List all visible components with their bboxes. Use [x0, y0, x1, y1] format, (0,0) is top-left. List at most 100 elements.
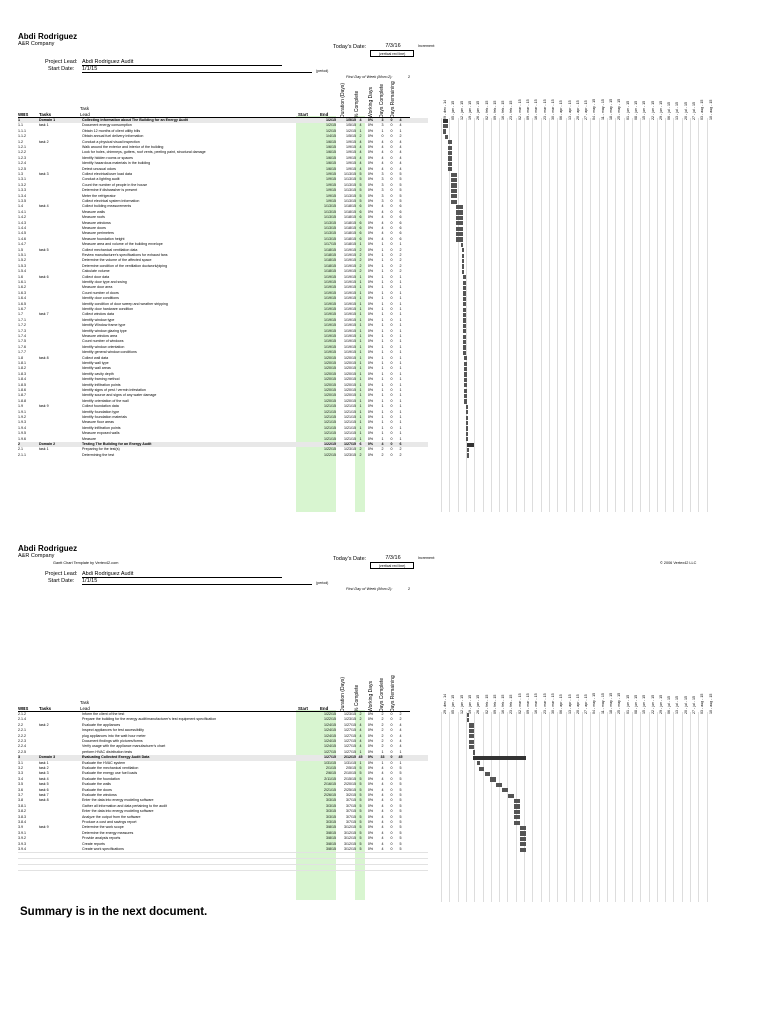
domain-row[interactable]: 2 Domain 2 Testing The Building for an Ene…	[18, 442, 428, 448]
task-row[interactable]: 1.8.8 Identify orientation of the wall 1/2…	[18, 399, 428, 404]
task-row[interactable]: 1.8.7 Identify source and signs of any wa…	[18, 393, 428, 398]
task-row[interactable]: 1.6.1 Identify door type and swing 1/19/15…	[18, 280, 428, 285]
task-row[interactable]: 1.8.4 Identify framing method 1/20/15 1/20/…	[18, 377, 428, 382]
task-row[interactable]: 1.5 task 5 Collect mechanical ventilation …	[18, 248, 428, 253]
task-row[interactable]: 3.1 task 1 Evaluate the HVAC system 1/31/15…	[18, 761, 428, 766]
task-row[interactable]: 1.9.2 Identify foundation materials 1/21/1…	[18, 415, 428, 420]
task-row[interactable]: 1.5.4 Calculate volume 1/18/15 1/19/15 2 0% 1 0…	[18, 269, 428, 274]
percent-cell: 0%	[367, 712, 374, 716]
task-row[interactable]: 3.9.2 Provide analysis reports 3/8/15 3/12/…	[18, 836, 428, 841]
task-row[interactable]: 1.7.4 Measure window area 1/19/15 1/19/15 1 0…	[18, 334, 428, 339]
task-row[interactable]: 3.4 task 4 Evaluate the foundation 2/11/15 2…	[18, 777, 428, 782]
domain-row[interactable]: 1 Domain 1 Collecting information about Th…	[18, 118, 428, 124]
task-row[interactable]: 1.4.6 Measure foundation height 1/13/15 1/1…	[18, 237, 428, 242]
task-row[interactable]: 3.9 task 9 Determine the work scope 3/8/15 3…	[18, 825, 428, 830]
task-row[interactable]: 1.2 task 2 Conduct a physical visual inspe…	[18, 140, 428, 145]
task-row[interactable]: 1.3.3 Determine if dishwasher is present 1…	[18, 188, 428, 193]
task-row[interactable]: 1.8.6 Identify signs of pest / vermin inf…	[18, 388, 428, 393]
percent-cell: 0%	[367, 382, 374, 387]
task-row[interactable]: 1.6 task 6 Collect door data 1/19/15 1/19/15…	[18, 275, 428, 280]
domain-row[interactable]: 3 Domain 3 Evaluating Collected Energy Aud…	[18, 755, 428, 761]
task-row[interactable]: 1.7.3 Identify window glazing type 1/19/15…	[18, 329, 428, 334]
task-row[interactable]: 1.5.2 Determine the volume of the affecte…	[18, 258, 428, 263]
task-row[interactable]: 3.8.3 Analyze the output from the softwar…	[18, 815, 428, 820]
task-row[interactable]: 1.2.5 Detect unusual odors 1/6/15 1/9/15 4 0%…	[18, 167, 428, 172]
task-row[interactable]: 1.5.3 Determine condition of the ventilat…	[18, 264, 428, 269]
task-row[interactable]: 1.7 task 7 Collect window data 1/19/15 1/19/…	[18, 312, 428, 317]
task-row[interactable]: 1.8.3 Identify cavity depth 1/20/15 1/20/15…	[18, 372, 428, 377]
task-row[interactable]: 2.1.2 Inform the client of the test 1/22/1…	[18, 712, 428, 717]
task-row[interactable]: 1.8 task 8 Collect wall data 1/20/15 1/20/15…	[18, 356, 428, 361]
task-row[interactable]: 1.3.4 Meter the refrigerator 1/9/15 1/13/15…	[18, 194, 428, 199]
task-row[interactable]: 1.3.1 Conduct a lighting audit 1/9/15 1/13/…	[18, 177, 428, 182]
task-row[interactable]: 1.9.1 Identify foundation type 1/21/15 1/21…	[18, 410, 428, 415]
task-row[interactable]: 1.4.5 Measure perimeters 1/13/15 1/18/15 6 0%…	[18, 231, 428, 236]
task-row[interactable]: 1.3 task 3 Collect electrical/user load da…	[18, 172, 428, 177]
task-row[interactable]: 2.2.2 plug appliances into the watt hour …	[18, 734, 428, 739]
task-row[interactable]: 3.8 task 8 Enter the data into energy mode…	[18, 798, 428, 803]
first-day-value-2[interactable]: 2	[408, 587, 411, 591]
task-row[interactable]: 1.3.2 Count the number of people in the h…	[18, 183, 428, 188]
task-row[interactable]: 1.6.2 Measure door area 1/19/15 1/19/15 1 0% 1…	[18, 285, 428, 290]
task-row[interactable]: 1.7.6 Identify window orientation 1/19/15 1…	[18, 345, 428, 350]
task-row[interactable]: 2.1.4 Prepare the building for the energy…	[18, 717, 428, 722]
task-row[interactable]: 1.4.4 Measure doors 1/13/15 1/18/15 6 0% 4 0 6	[18, 226, 428, 231]
task-row[interactable]: 1.2.4 Identify hazardous materials in the…	[18, 161, 428, 166]
task-row[interactable]: 3.9.1 Determine the energy measures 3/8/15…	[18, 831, 428, 836]
task-row[interactable]: 1.2.2 Look for holes, chimneys, gutters, …	[18, 150, 428, 155]
task-row[interactable]: 1.8.5 Identify infiltration points 1/20/15…	[18, 383, 428, 388]
start-cell: 3/3/15	[326, 814, 336, 819]
start-date-value-2[interactable]: 1/1/15	[82, 578, 312, 585]
gantt-bar	[472, 750, 476, 755]
task-row[interactable]: 2.2.3 Document findings with pictures/for…	[18, 739, 428, 744]
task-row[interactable]: 1.1.1 Obtain 12 months of client utility …	[18, 129, 428, 134]
task-row[interactable]: 1.9.3 Measure floor areas 1/21/15 1/21/15 1 0…	[18, 420, 428, 425]
task-row[interactable]: 2.2.1 Inspect appliances for test accessi…	[18, 728, 428, 733]
task-row[interactable]: 1.6.3 Count number of doors 1/19/15 1/19/15…	[18, 291, 428, 296]
task-row[interactable]: 1.7.5 Count number of windows 1/19/15 1/19/…	[18, 339, 428, 344]
task-row[interactable]: 1.4 task 4 Collect building measurements 1/…	[18, 204, 428, 209]
task-row[interactable]: 1.4.2 Measure roofs 1/13/15 1/18/15 6 0% 4 0 6	[18, 215, 428, 220]
project-lead-value-2[interactable]: Abdi Rodriguez Audit	[82, 571, 282, 578]
first-day-value[interactable]: 2	[408, 75, 411, 79]
task-row[interactable]: 2.1 task 1 Preparing for the test(s) 1/22/1…	[18, 447, 428, 452]
task-row[interactable]: 3.8.2 Enter the data into energy modeling…	[18, 809, 428, 814]
task-row[interactable]: 1.1.2 Obtain annual fuel delivery informa…	[18, 134, 428, 139]
task-row[interactable]: 1.5.1 Review manufacturer's specification…	[18, 253, 428, 258]
task-row[interactable]: 3.6 task 6 Evaluate the doors 2/21/15 2/25/1…	[18, 788, 428, 793]
task-row[interactable]: 2.2.4 Verify usage with the appliance man…	[18, 744, 428, 749]
task-row[interactable]: 1.8.2 Identify wall areas 1/20/15 1/20/15 1 0…	[18, 366, 428, 371]
task-row[interactable]: 1.9.4 Identify infiltration points 1/21/15…	[18, 426, 428, 431]
task-row[interactable]: 3.7 task 7 Evaluate the windows 2/26/15 3/2/…	[18, 793, 428, 798]
days-remaining-cell: 1	[399, 415, 402, 419]
task-row[interactable]: 1.6.5 Identify condition of door sweep an…	[18, 302, 428, 307]
task-row[interactable]: 1.9.5 Measure exposed walls 1/21/15 1/21/15…	[18, 431, 428, 436]
task-row[interactable]: 1.4.7 Measure area and volume of the buil…	[18, 242, 428, 247]
task-row[interactable]: 1.7.2 Identify Window frame type 1/19/15 1/…	[18, 323, 428, 328]
task-row[interactable]: 3.9.3 Create reports 3/8/15 3/12/15 5 0% 4 0 5	[18, 842, 428, 847]
task-row[interactable]: 1.1 task 1 Document energy consumption 1/2/…	[18, 123, 428, 128]
task-row[interactable]: 3.2 task 2 Evaluate the mechanical ventila…	[18, 766, 428, 771]
task-row[interactable]: 2.2.5 perform HVAC distribution tests 1/27…	[18, 750, 428, 755]
start-date-value[interactable]: 1/1/15	[82, 66, 312, 73]
task-row[interactable]: 3.8.4 Produce a cost and savings report 3/…	[18, 820, 428, 825]
task-row[interactable]: 3.8.1 Gather all information and data per…	[18, 804, 428, 809]
task-row[interactable]: 1.3.5 Collect electrical system informati…	[18, 199, 428, 204]
task-row[interactable]: 1.2.1 Walk around the exterior and interi…	[18, 145, 428, 150]
task-row[interactable]: 1.9.6 Measure 1/21/15 1/21/15 1 0% 1 0 1	[18, 437, 428, 442]
task-row[interactable]: 3.3 task 3 Evaluate the energy use fuel lo…	[18, 771, 428, 776]
task-row[interactable]: 1.6.7 Identify door hardware condition 1/1…	[18, 307, 428, 312]
task-row[interactable]: 2.1.1 Determining the test 1/22/15 1/23/15 2…	[18, 453, 428, 458]
task-row[interactable]: 1.7.1 Identify window type 1/19/15 1/19/15 1…	[18, 318, 428, 323]
task-row[interactable]: 1.6.4 Identify door conditions 1/19/15 1/19…	[18, 296, 428, 301]
task-row[interactable]: 3.5 task 5 Evaluate the walls 2/16/15 2/20/1…	[18, 782, 428, 787]
task-row[interactable]: 1.2.3 Identify hidden rooms or spaces 1/6/…	[18, 156, 428, 161]
task-row[interactable]: 2.2 task 2 Evaluate the appliances 1/24/15 1…	[18, 723, 428, 728]
task-row[interactable]: 1.7.7 Identify general window conditions 1…	[18, 350, 428, 355]
task-row[interactable]: 1.4.3 Measure windows 1/13/15 1/18/15 6 0% 4 0 6	[18, 221, 428, 226]
task-row[interactable]: 1.8.1 Identify wall type 1/20/15 1/20/15 1 0%…	[18, 361, 428, 366]
task-row[interactable]: 3.9.4 Create work specifications 3/8/15 3/1…	[18, 847, 428, 852]
task-row[interactable]: 1.4.1 Measure walls 1/13/15 1/18/15 6 0% 4 0 6	[18, 210, 428, 215]
project-lead-value[interactable]: Abdi Rodriguez Audit	[82, 59, 282, 66]
task-row[interactable]: 1.9 task 9 Collect foundation data 1/21/15 1…	[18, 404, 428, 409]
